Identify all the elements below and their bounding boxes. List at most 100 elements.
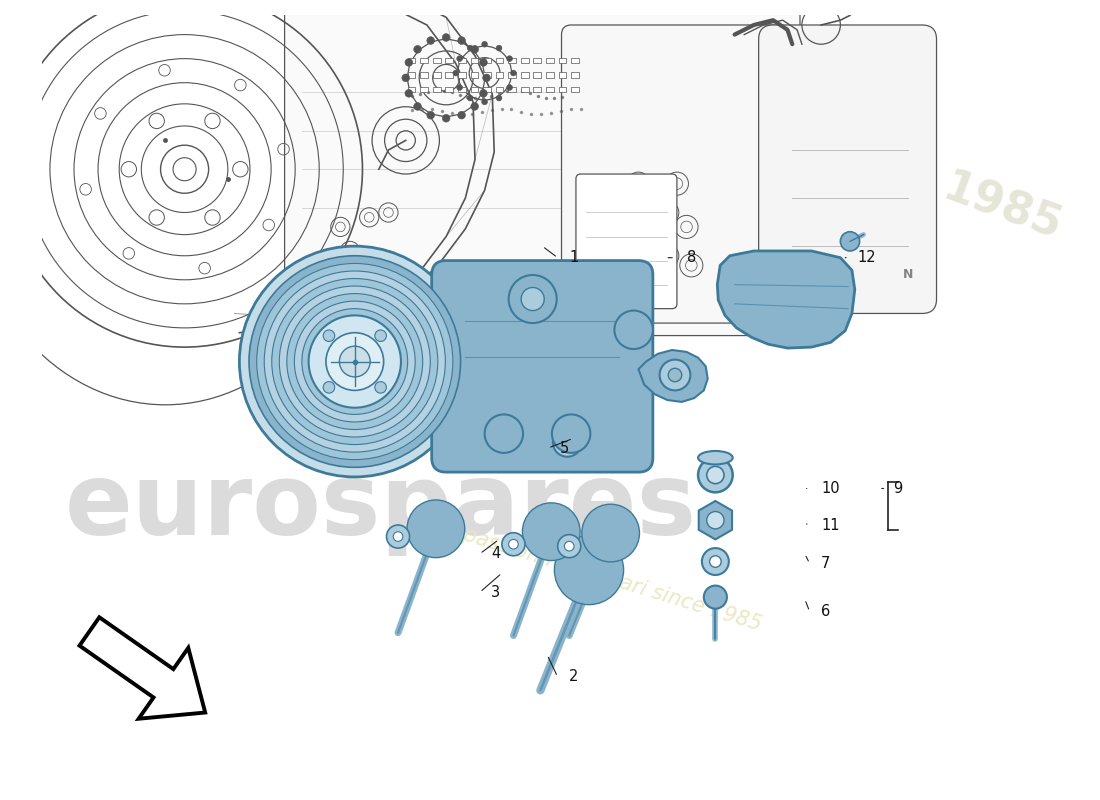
Circle shape <box>393 532 403 542</box>
Bar <box>408 72 416 78</box>
Circle shape <box>508 275 557 323</box>
Bar <box>420 72 428 78</box>
Circle shape <box>453 70 459 76</box>
Circle shape <box>279 286 430 437</box>
Bar <box>432 86 440 92</box>
Bar <box>458 58 465 63</box>
Bar <box>420 86 428 92</box>
Bar <box>483 86 491 92</box>
Circle shape <box>402 74 409 82</box>
Circle shape <box>552 414 591 453</box>
Circle shape <box>558 534 581 558</box>
Circle shape <box>458 37 465 45</box>
Circle shape <box>553 428 582 457</box>
Bar <box>408 86 416 92</box>
Polygon shape <box>638 350 707 402</box>
Ellipse shape <box>698 451 733 465</box>
Bar <box>534 58 541 63</box>
Text: 2: 2 <box>569 670 579 685</box>
Bar <box>546 72 553 78</box>
Bar <box>471 86 478 92</box>
Bar <box>483 72 491 78</box>
Circle shape <box>485 414 524 453</box>
Circle shape <box>468 95 473 101</box>
Circle shape <box>442 34 450 42</box>
Circle shape <box>554 535 624 605</box>
Bar <box>571 86 579 92</box>
Circle shape <box>702 548 729 575</box>
Circle shape <box>323 330 334 342</box>
Circle shape <box>482 42 487 47</box>
FancyBboxPatch shape <box>431 261 653 472</box>
FancyBboxPatch shape <box>759 25 936 314</box>
Circle shape <box>480 90 487 97</box>
Circle shape <box>710 556 722 567</box>
Circle shape <box>264 271 446 452</box>
Bar <box>483 58 491 63</box>
Circle shape <box>471 46 478 53</box>
Circle shape <box>272 278 438 445</box>
Text: eurospares: eurospares <box>65 459 696 556</box>
Circle shape <box>405 90 412 97</box>
Circle shape <box>521 287 544 310</box>
Bar <box>508 86 516 92</box>
Circle shape <box>405 58 412 66</box>
Circle shape <box>427 37 434 45</box>
Text: 1985: 1985 <box>937 166 1068 249</box>
Text: 9: 9 <box>893 481 902 496</box>
Circle shape <box>510 70 516 76</box>
Text: 3: 3 <box>492 585 500 600</box>
Circle shape <box>704 586 727 609</box>
Circle shape <box>582 504 639 562</box>
Bar <box>408 58 416 63</box>
FancyBboxPatch shape <box>561 25 783 323</box>
Bar <box>420 58 428 63</box>
Bar <box>571 58 579 63</box>
Bar <box>446 72 453 78</box>
Circle shape <box>386 525 409 548</box>
Circle shape <box>427 111 434 119</box>
Text: 7: 7 <box>821 556 830 571</box>
Circle shape <box>508 539 518 549</box>
Circle shape <box>660 360 691 390</box>
Circle shape <box>249 256 461 467</box>
Circle shape <box>698 458 733 492</box>
Polygon shape <box>717 251 855 348</box>
Bar <box>471 58 478 63</box>
Bar <box>508 58 516 63</box>
Circle shape <box>375 382 386 393</box>
Circle shape <box>458 111 465 119</box>
Circle shape <box>669 368 682 382</box>
Circle shape <box>456 56 462 62</box>
Circle shape <box>480 58 487 66</box>
Bar <box>520 86 528 92</box>
FancyBboxPatch shape <box>285 8 800 335</box>
Bar <box>534 72 541 78</box>
Circle shape <box>615 310 653 349</box>
Text: 6: 6 <box>821 604 830 619</box>
Bar <box>432 58 440 63</box>
Text: 4: 4 <box>492 546 500 562</box>
Bar <box>508 72 516 78</box>
Circle shape <box>706 466 724 484</box>
Text: a passion for Ferrari since 1985: a passion for Ferrari since 1985 <box>442 519 763 635</box>
Bar <box>559 58 566 63</box>
Circle shape <box>482 99 487 105</box>
Text: 1: 1 <box>569 250 579 265</box>
Circle shape <box>323 382 334 393</box>
Bar <box>458 86 465 92</box>
Circle shape <box>483 74 491 82</box>
Circle shape <box>507 56 513 62</box>
Text: 5: 5 <box>560 441 569 455</box>
Circle shape <box>522 503 580 561</box>
Circle shape <box>507 85 513 90</box>
Bar <box>559 86 566 92</box>
Circle shape <box>706 511 724 529</box>
Circle shape <box>468 45 473 51</box>
Bar <box>458 72 465 78</box>
Circle shape <box>309 315 400 408</box>
Bar <box>446 58 453 63</box>
Text: N: N <box>902 269 913 282</box>
Circle shape <box>375 330 386 342</box>
Circle shape <box>340 346 371 377</box>
